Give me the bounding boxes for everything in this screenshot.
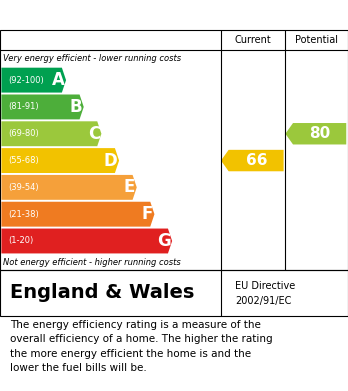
Text: (21-38): (21-38) bbox=[9, 210, 39, 219]
Text: (1-20): (1-20) bbox=[9, 237, 34, 246]
Text: (81-91): (81-91) bbox=[9, 102, 39, 111]
Text: E: E bbox=[124, 178, 135, 196]
Polygon shape bbox=[1, 68, 66, 93]
Text: 2002/91/EC: 2002/91/EC bbox=[235, 296, 291, 306]
Text: EU Directive: EU Directive bbox=[235, 281, 295, 291]
Text: B: B bbox=[70, 98, 82, 116]
Polygon shape bbox=[1, 121, 101, 146]
Text: Potential: Potential bbox=[295, 35, 338, 45]
Text: England & Wales: England & Wales bbox=[10, 283, 195, 303]
Text: (39-54): (39-54) bbox=[9, 183, 39, 192]
Text: (55-68): (55-68) bbox=[9, 156, 39, 165]
Text: Current: Current bbox=[235, 35, 271, 45]
Text: 80: 80 bbox=[309, 126, 331, 141]
Text: 66: 66 bbox=[246, 153, 267, 168]
Polygon shape bbox=[285, 123, 346, 144]
Polygon shape bbox=[1, 148, 119, 173]
Text: A: A bbox=[52, 71, 65, 89]
Polygon shape bbox=[1, 229, 172, 253]
Text: Energy Efficiency Rating: Energy Efficiency Rating bbox=[7, 7, 228, 23]
Polygon shape bbox=[1, 202, 155, 227]
Text: (92-100): (92-100) bbox=[9, 75, 45, 84]
Text: F: F bbox=[142, 205, 153, 223]
Polygon shape bbox=[1, 95, 84, 119]
Text: (69-80): (69-80) bbox=[9, 129, 39, 138]
Text: The energy efficiency rating is a measure of the
overall efficiency of a home. T: The energy efficiency rating is a measur… bbox=[10, 320, 273, 373]
Text: D: D bbox=[104, 152, 118, 170]
Polygon shape bbox=[221, 150, 284, 171]
Text: C: C bbox=[88, 125, 100, 143]
Polygon shape bbox=[1, 175, 137, 200]
Text: G: G bbox=[157, 232, 171, 250]
Text: Very energy efficient - lower running costs: Very energy efficient - lower running co… bbox=[3, 54, 182, 63]
Text: Not energy efficient - higher running costs: Not energy efficient - higher running co… bbox=[3, 258, 181, 267]
